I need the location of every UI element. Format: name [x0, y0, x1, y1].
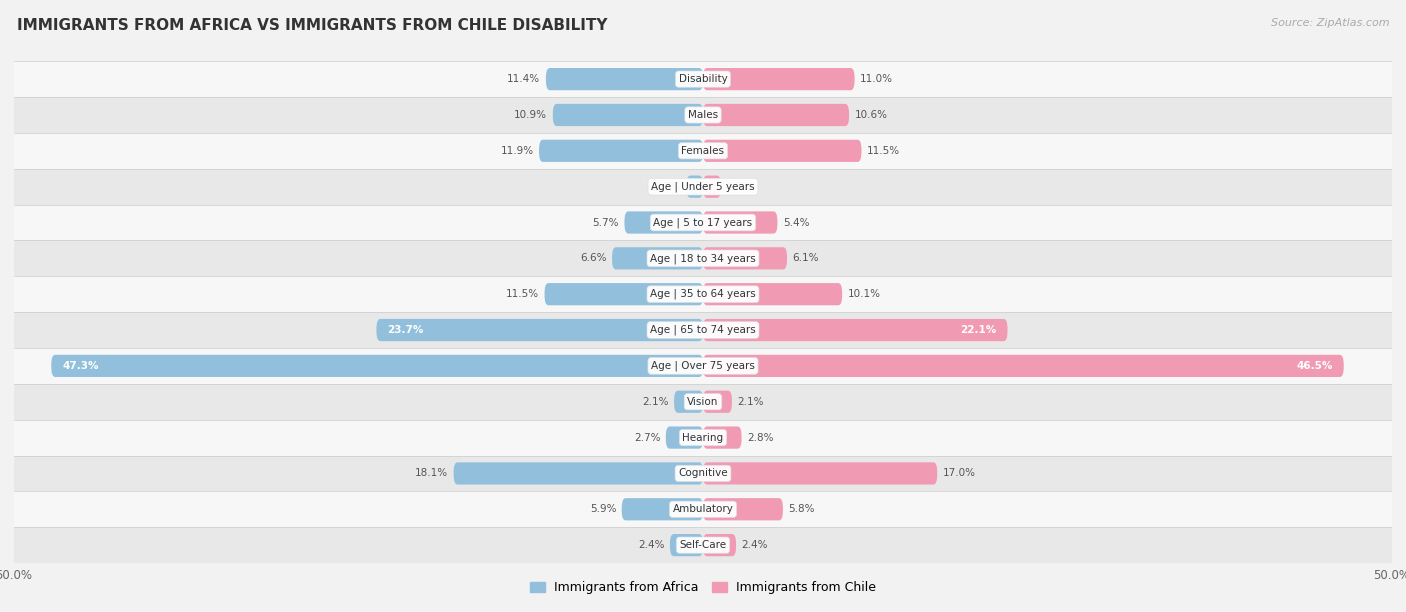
- Text: 11.9%: 11.9%: [501, 146, 533, 156]
- FancyBboxPatch shape: [703, 462, 938, 485]
- FancyBboxPatch shape: [14, 241, 1392, 276]
- Text: 2.4%: 2.4%: [638, 540, 665, 550]
- Text: 11.5%: 11.5%: [868, 146, 900, 156]
- Text: Disability: Disability: [679, 74, 727, 84]
- FancyBboxPatch shape: [612, 247, 703, 269]
- FancyBboxPatch shape: [703, 247, 787, 269]
- FancyBboxPatch shape: [51, 355, 703, 377]
- Text: 1.3%: 1.3%: [727, 182, 754, 192]
- FancyBboxPatch shape: [669, 534, 703, 556]
- FancyBboxPatch shape: [14, 348, 1392, 384]
- Text: 2.1%: 2.1%: [643, 397, 669, 407]
- Text: 17.0%: 17.0%: [943, 468, 976, 479]
- FancyBboxPatch shape: [14, 455, 1392, 491]
- Text: 11.0%: 11.0%: [860, 74, 893, 84]
- Text: 6.1%: 6.1%: [793, 253, 820, 263]
- Text: Ambulatory: Ambulatory: [672, 504, 734, 514]
- Text: 2.7%: 2.7%: [634, 433, 661, 442]
- FancyBboxPatch shape: [14, 384, 1392, 420]
- Text: Males: Males: [688, 110, 718, 120]
- Text: 2.1%: 2.1%: [738, 397, 763, 407]
- Text: Source: ZipAtlas.com: Source: ZipAtlas.com: [1271, 18, 1389, 28]
- FancyBboxPatch shape: [14, 420, 1392, 455]
- FancyBboxPatch shape: [703, 355, 1344, 377]
- Text: 10.6%: 10.6%: [855, 110, 887, 120]
- FancyBboxPatch shape: [703, 68, 855, 90]
- FancyBboxPatch shape: [546, 68, 703, 90]
- FancyBboxPatch shape: [454, 462, 703, 485]
- FancyBboxPatch shape: [544, 283, 703, 305]
- FancyBboxPatch shape: [703, 390, 733, 413]
- FancyBboxPatch shape: [673, 390, 703, 413]
- FancyBboxPatch shape: [703, 283, 842, 305]
- Text: 5.9%: 5.9%: [589, 504, 616, 514]
- FancyBboxPatch shape: [686, 176, 703, 198]
- Text: Hearing: Hearing: [682, 433, 724, 442]
- FancyBboxPatch shape: [14, 312, 1392, 348]
- FancyBboxPatch shape: [14, 133, 1392, 169]
- Text: Age | Over 75 years: Age | Over 75 years: [651, 360, 755, 371]
- FancyBboxPatch shape: [14, 61, 1392, 97]
- FancyBboxPatch shape: [621, 498, 703, 520]
- Legend: Immigrants from Africa, Immigrants from Chile: Immigrants from Africa, Immigrants from …: [524, 577, 882, 599]
- Text: 5.4%: 5.4%: [783, 217, 810, 228]
- FancyBboxPatch shape: [703, 176, 721, 198]
- FancyBboxPatch shape: [703, 211, 778, 234]
- Text: 18.1%: 18.1%: [415, 468, 449, 479]
- Text: Self-Care: Self-Care: [679, 540, 727, 550]
- Text: 11.4%: 11.4%: [508, 74, 540, 84]
- FancyBboxPatch shape: [553, 104, 703, 126]
- FancyBboxPatch shape: [14, 276, 1392, 312]
- Text: Age | Under 5 years: Age | Under 5 years: [651, 181, 755, 192]
- FancyBboxPatch shape: [624, 211, 703, 234]
- Text: Age | 65 to 74 years: Age | 65 to 74 years: [650, 325, 756, 335]
- FancyBboxPatch shape: [14, 97, 1392, 133]
- FancyBboxPatch shape: [14, 204, 1392, 241]
- Text: 5.7%: 5.7%: [592, 217, 619, 228]
- FancyBboxPatch shape: [703, 498, 783, 520]
- Text: Cognitive: Cognitive: [678, 468, 728, 479]
- FancyBboxPatch shape: [538, 140, 703, 162]
- FancyBboxPatch shape: [14, 491, 1392, 527]
- Text: 2.4%: 2.4%: [741, 540, 768, 550]
- FancyBboxPatch shape: [14, 169, 1392, 204]
- Text: 47.3%: 47.3%: [62, 361, 98, 371]
- Text: Vision: Vision: [688, 397, 718, 407]
- FancyBboxPatch shape: [703, 427, 741, 449]
- FancyBboxPatch shape: [377, 319, 703, 341]
- Text: 5.8%: 5.8%: [789, 504, 815, 514]
- Text: Females: Females: [682, 146, 724, 156]
- FancyBboxPatch shape: [14, 527, 1392, 563]
- Text: 6.6%: 6.6%: [581, 253, 606, 263]
- Text: Age | 18 to 34 years: Age | 18 to 34 years: [650, 253, 756, 264]
- Text: 46.5%: 46.5%: [1296, 361, 1333, 371]
- Text: 22.1%: 22.1%: [960, 325, 997, 335]
- FancyBboxPatch shape: [703, 140, 862, 162]
- FancyBboxPatch shape: [703, 104, 849, 126]
- Text: 11.5%: 11.5%: [506, 289, 538, 299]
- Text: Age | 5 to 17 years: Age | 5 to 17 years: [654, 217, 752, 228]
- Text: Age | 35 to 64 years: Age | 35 to 64 years: [650, 289, 756, 299]
- Text: 23.7%: 23.7%: [388, 325, 423, 335]
- Text: 1.2%: 1.2%: [654, 182, 681, 192]
- Text: 10.1%: 10.1%: [848, 289, 880, 299]
- FancyBboxPatch shape: [703, 319, 1008, 341]
- Text: 10.9%: 10.9%: [515, 110, 547, 120]
- FancyBboxPatch shape: [666, 427, 703, 449]
- FancyBboxPatch shape: [703, 534, 737, 556]
- Text: 2.8%: 2.8%: [747, 433, 773, 442]
- Text: IMMIGRANTS FROM AFRICA VS IMMIGRANTS FROM CHILE DISABILITY: IMMIGRANTS FROM AFRICA VS IMMIGRANTS FRO…: [17, 18, 607, 34]
